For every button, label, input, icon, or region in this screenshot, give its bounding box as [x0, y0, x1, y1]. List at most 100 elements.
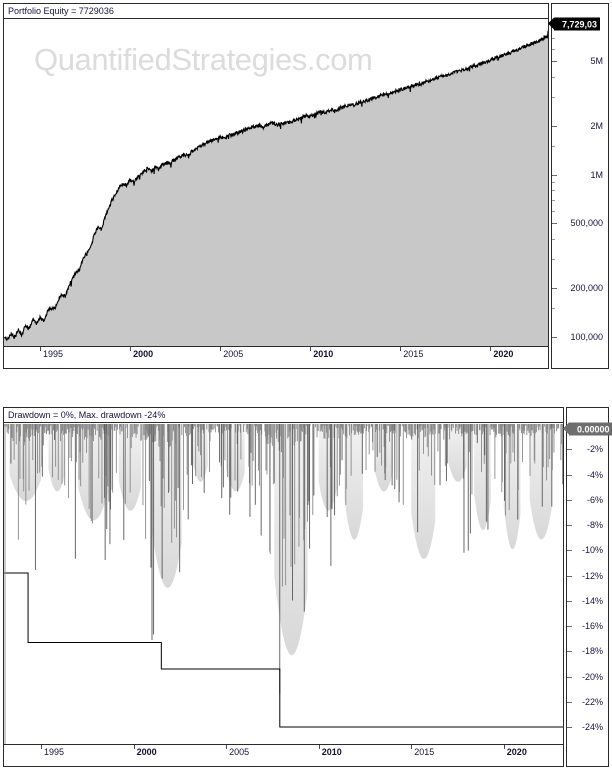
- y-axis-minor-tick: [552, 210, 555, 212]
- drawdown-shade: [48, 424, 66, 492]
- y-axis-minor-tick: [552, 37, 555, 39]
- y-axis-tick: [567, 575, 572, 577]
- x-axis-tick: [411, 745, 413, 749]
- y-axis-tick: [567, 626, 572, 627]
- x-axis-tick: [226, 745, 228, 749]
- drawdown-shade: [529, 424, 552, 540]
- y-axis-label: 500,000: [570, 218, 603, 229]
- x-axis-label: 2020: [493, 349, 514, 359]
- y-axis-label: -12%: [581, 570, 603, 581]
- x-axis-label: 2015: [414, 747, 435, 757]
- y-axis-tick: [567, 474, 572, 476]
- equity-line: [4, 30, 548, 342]
- drawdown-x-axis: 1995 2000 2005 2010 2015 2020: [4, 744, 563, 766]
- x-axis-tick: [133, 745, 135, 749]
- x-axis-label: 2005: [223, 349, 244, 359]
- y-axis-label: -24%: [581, 722, 603, 733]
- y-axis-minor-tick: [552, 182, 555, 183]
- y-axis-label: -14%: [581, 595, 603, 606]
- x-axis-label: 2010: [321, 747, 342, 757]
- x-axis-tick: [310, 347, 312, 351]
- drawdown-header-label: Drawdown = 0%, Max. drawdown -24%: [4, 408, 563, 423]
- y-axis-tick: [552, 174, 557, 176]
- y-axis-tick: [567, 449, 572, 451]
- drawdown-curve-svg: [4, 424, 563, 744]
- y-axis-minor-tick: [552, 239, 555, 240]
- x-axis-tick: [318, 745, 320, 749]
- y-axis-tick: [567, 651, 572, 653]
- equity-plot-frame: Portfolio Equity = 7729036 QuantifiedStr…: [3, 3, 549, 369]
- x-axis-label: 2005: [229, 747, 250, 757]
- equity-curve-svg: [4, 30, 548, 346]
- x-axis-tick: [40, 347, 41, 351]
- y-axis-label: -20%: [581, 671, 603, 682]
- drawdown-spikes: [4, 424, 563, 694]
- x-axis-label: 2020: [506, 747, 527, 757]
- y-axis-label: -2%: [586, 444, 603, 455]
- x-axis-label: 2000: [136, 747, 157, 757]
- y-axis-tick: [567, 676, 572, 678]
- y-axis-label: 100,000: [570, 331, 603, 342]
- y-axis-tick: [567, 525, 572, 526]
- x-axis-tick: [130, 347, 132, 351]
- x-axis-tick: [220, 347, 222, 351]
- x-axis-tick: [490, 347, 492, 351]
- y-axis-minor-tick: [552, 77, 555, 78]
- drawdown-shade: [374, 424, 393, 492]
- y-axis-label: -8%: [586, 520, 603, 530]
- y-axis-minor-tick: [552, 308, 555, 309]
- y-axis-label: 200,000: [570, 282, 603, 293]
- y-axis-minor-tick: [552, 199, 555, 201]
- y-axis-tick: [552, 125, 557, 127]
- y-axis-label: 5M: [590, 56, 603, 67]
- y-axis-tick: [567, 550, 572, 552]
- drawdown-shade: [503, 424, 521, 550]
- x-axis-label: 1995: [44, 747, 65, 757]
- equity-header-label: Portfolio Equity = 7729036: [4, 4, 548, 19]
- x-axis-label: 2010: [313, 349, 334, 359]
- y-axis-tick: [552, 61, 557, 63]
- y-axis-tick: [567, 727, 572, 729]
- drawdown-panel: Drawdown = 0%, Max. drawdown -24% 1995 20…: [3, 407, 612, 767]
- equity-curve-area: [4, 20, 548, 346]
- y-axis-minor-tick: [552, 97, 555, 99]
- y-axis-label: 1M: [590, 169, 603, 180]
- drawdown-shade: [344, 424, 364, 540]
- drawdown-plot-frame: Drawdown = 0%, Max. drawdown -24% 1995 20…: [3, 407, 564, 767]
- drawdown-shade: [448, 424, 467, 482]
- y-axis-label: -22%: [581, 696, 603, 707]
- equity-price-marker: 7,729,03: [547, 17, 601, 31]
- y-axis-tick: [552, 287, 557, 289]
- x-axis-label: 2015: [403, 349, 424, 359]
- equity-x-axis: 1995 2000 2005 2010 2015 2020: [4, 346, 548, 368]
- y-axis-label: -10%: [581, 545, 603, 556]
- x-axis-label: 1995: [43, 349, 64, 359]
- x-axis-tick: [41, 745, 42, 749]
- drawdown-shade: [78, 424, 108, 521]
- y-axis-tick: [567, 600, 572, 602]
- x-axis-tick: [503, 745, 505, 749]
- drawdown-shade: [152, 424, 182, 588]
- y-axis-minor-tick: [552, 190, 555, 192]
- y-axis-tick: [552, 336, 557, 338]
- y-axis-label: -18%: [581, 646, 603, 657]
- y-axis-tick: [567, 701, 572, 703]
- y-axis-minor-tick: [552, 48, 555, 50]
- y-axis-minor-tick: [552, 259, 555, 261]
- y-axis-label: -6%: [586, 494, 603, 505]
- equity-panel: Portfolio Equity = 7729036 QuantifiedStr…: [3, 3, 609, 369]
- y-axis-tick: [567, 499, 572, 501]
- y-axis-label: 2M: [590, 120, 603, 131]
- equity-y-axis[interactable]: 7,729,03 100,000 200,000 500,000 1M 2M 5M: [547, 3, 609, 369]
- drawdown-y-axis[interactable]: 0.00000 -2% -4% -6% -8% -10% -12% -14% -16% -18%…: [563, 407, 612, 767]
- y-axis-label: -16%: [581, 621, 603, 631]
- y-axis-label: -4%: [586, 469, 603, 480]
- max-drawdown-staircase: [4, 572, 563, 728]
- equity-area-fill: [4, 30, 548, 346]
- x-axis-label: 2000: [133, 349, 154, 359]
- x-axis-tick: [400, 347, 402, 351]
- drawdown-curve-area: [4, 424, 563, 744]
- drawdown-shade: [318, 424, 338, 511]
- y-axis-tick: [552, 223, 557, 225]
- y-axis-minor-tick: [552, 146, 555, 148]
